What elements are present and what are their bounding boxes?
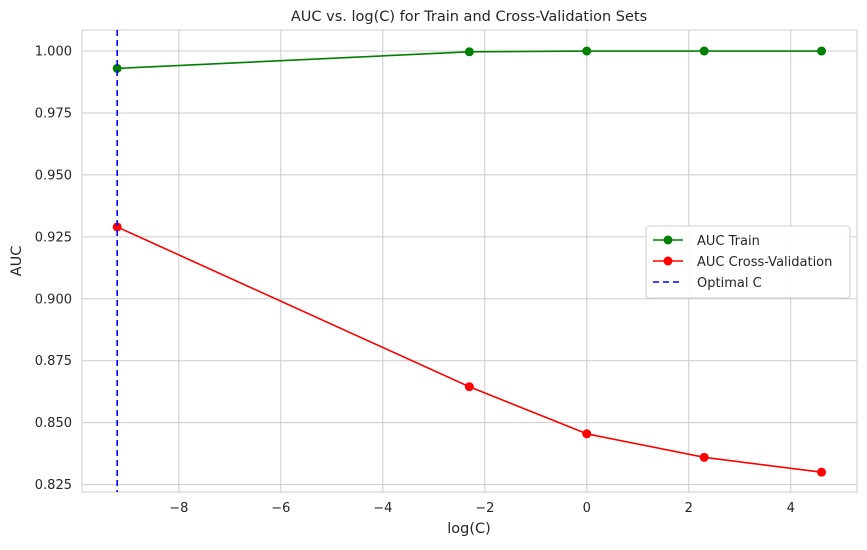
legend-box: [645, 225, 851, 299]
data-point-series-0: [817, 46, 827, 56]
data-point-series-1: [582, 429, 592, 439]
data-point-series-1: [112, 222, 122, 232]
data-point-series-0: [699, 46, 709, 56]
y-tick-label: 0.950: [35, 168, 72, 183]
x-tick-label: −2: [475, 501, 494, 516]
chart-title: AUC vs. log(C) for Train and Cross-Valid…: [291, 9, 647, 25]
legend-entry-train: AUC Train: [653, 234, 760, 249]
data-layer: [112, 30, 827, 492]
legend-label-optimal: Optimal C: [697, 276, 762, 291]
legend-entry-cv: AUC Cross-Validation: [653, 255, 832, 270]
y-tick-label: 0.850: [35, 416, 72, 431]
y-tick-label: 0.925: [35, 230, 72, 245]
y-tick-label: 0.900: [35, 292, 72, 307]
tick-layer: −8 −6 −4 −2 0 2 4 0.825 0.850 0.875 0.900 0.925 0.95…: [35, 45, 795, 516]
y-tick-label: 0.875: [35, 354, 72, 369]
legend-label-train: AUC Train: [697, 234, 760, 249]
legend-marker-cv: [663, 256, 673, 266]
legend-marker-train: [663, 235, 673, 245]
data-point-series-1: [464, 382, 474, 392]
x-axis-label: log(C): [447, 521, 491, 537]
x-tick-label: 2: [685, 501, 693, 516]
grid-layer: [82, 30, 857, 492]
data-point-series-1: [817, 467, 827, 477]
x-tick-label: −6: [271, 501, 290, 516]
x-tick-label: 4: [787, 501, 795, 516]
legend-label-cv: AUC Cross-Validation: [697, 255, 832, 270]
legend: AUC Train AUC Cross-Validation Optimal C: [645, 225, 851, 299]
x-tick-label: −8: [169, 501, 188, 516]
data-point-series-1: [699, 452, 709, 462]
x-tick-label: 0: [583, 501, 591, 516]
data-point-series-0: [582, 46, 592, 56]
y-tick-label: 1.000: [35, 45, 72, 60]
data-point-series-0: [464, 47, 474, 57]
legend-entry-optimal: Optimal C: [653, 276, 762, 291]
data-point-series-0: [112, 63, 122, 73]
y-tick-label: 0.975: [35, 106, 72, 121]
x-tick-label: −4: [373, 501, 392, 516]
y-axis-label: AUC: [9, 246, 25, 277]
y-tick-label: 0.825: [35, 478, 72, 493]
